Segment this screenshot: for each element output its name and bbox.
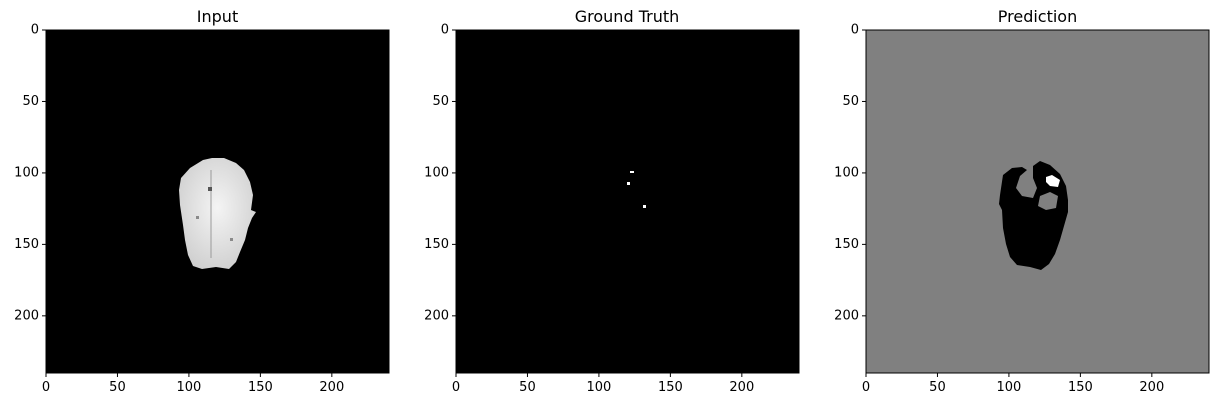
brain-slice bbox=[179, 158, 256, 269]
x-tick-label: 0 bbox=[452, 380, 460, 395]
x-tick-label: 200 bbox=[729, 380, 754, 395]
panel-title-ground-truth: Ground Truth bbox=[575, 7, 680, 26]
y-tick-label: 200 bbox=[834, 308, 859, 323]
x-tick-label: 150 bbox=[248, 380, 273, 395]
y-tick-label: 100 bbox=[424, 165, 449, 180]
prediction-region bbox=[999, 161, 1068, 270]
axes-frame bbox=[865, 29, 1210, 374]
y-tick-label: 100 bbox=[14, 165, 39, 180]
mask-spot bbox=[630, 171, 634, 173]
x-tick-label: 150 bbox=[658, 380, 683, 395]
x-tick-label: 200 bbox=[1139, 380, 1164, 395]
brain-dark-spot bbox=[230, 238, 233, 241]
y-tick-label: 150 bbox=[834, 237, 859, 252]
y-tick-label: 0 bbox=[31, 23, 39, 38]
y-tick-label: 150 bbox=[14, 237, 39, 252]
mask-spot bbox=[627, 182, 630, 185]
y-tick-label: 200 bbox=[424, 308, 449, 323]
y-tick-label: 50 bbox=[842, 94, 859, 109]
x-tick-label: 0 bbox=[42, 380, 50, 395]
x-tick-label: 50 bbox=[519, 380, 536, 395]
x-tick-label: 150 bbox=[1068, 380, 1093, 395]
y-tick-label: 0 bbox=[851, 23, 859, 38]
x-tick-label: 100 bbox=[997, 380, 1022, 395]
brain-dark-spot bbox=[208, 187, 212, 191]
brain-dark-spot bbox=[196, 216, 199, 219]
panel-title-prediction: Prediction bbox=[998, 7, 1077, 26]
y-tick-label: 100 bbox=[834, 165, 859, 180]
image-area-ground-truth bbox=[456, 30, 799, 373]
panel-ground-truth: Ground Truth bbox=[456, 7, 799, 373]
y-tick-label: 200 bbox=[14, 308, 39, 323]
prediction-gap bbox=[1038, 192, 1058, 210]
x-tick-label: 50 bbox=[929, 380, 946, 395]
x-tick-label: 200 bbox=[319, 380, 344, 395]
axes-group: 0 50 100 150 200 0 50 100 150 200 0 50 100 150 200 0 50 1… bbox=[14, 23, 1210, 395]
y-tick-label: 50 bbox=[22, 94, 39, 109]
y-tick-label: 0 bbox=[441, 23, 449, 38]
y-tick-label: 150 bbox=[424, 237, 449, 252]
x-tick-label: 0 bbox=[862, 380, 870, 395]
panel-prediction: Prediction bbox=[866, 7, 1209, 373]
prediction-highlight bbox=[1046, 175, 1060, 187]
x-tick-label: 100 bbox=[587, 380, 612, 395]
panel-input: Input bbox=[46, 7, 389, 373]
panel-title-input: Input bbox=[197, 7, 238, 26]
x-tick-label: 100 bbox=[177, 380, 202, 395]
axes-frame bbox=[45, 29, 390, 374]
x-tick-label: 50 bbox=[109, 380, 126, 395]
axes-frame bbox=[455, 29, 800, 374]
y-tick-label: 50 bbox=[432, 94, 449, 109]
mask-spot bbox=[643, 205, 646, 208]
